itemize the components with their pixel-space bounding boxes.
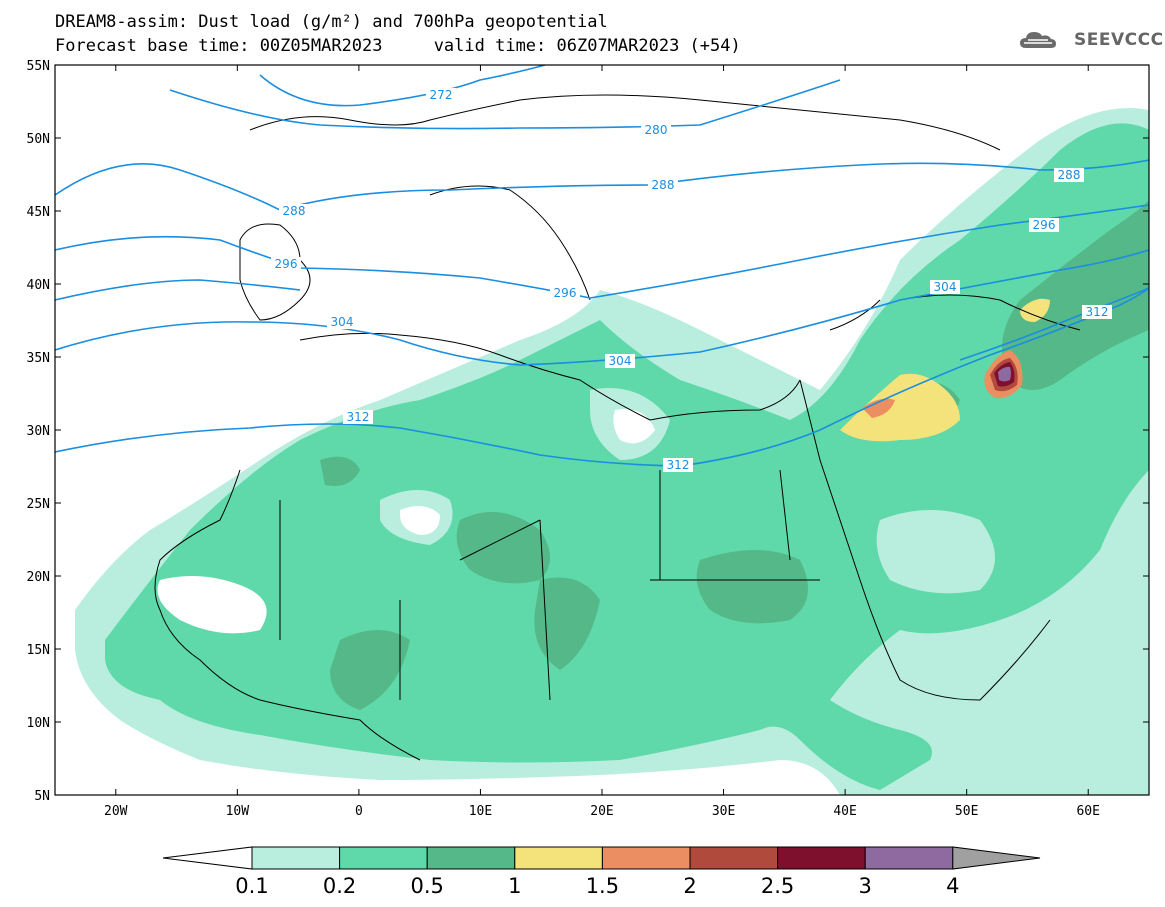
svg-text:280: 280 (645, 123, 668, 137)
lat-tick-label: 55N (27, 59, 50, 74)
colorbar-level-label: 0.1 (235, 874, 268, 898)
dust-field-1 (840, 298, 1050, 442)
seevccc-logo: SEEVCCC (1018, 28, 1164, 52)
colorbar-segment (689, 846, 779, 870)
lon-tick-label: 20W (104, 804, 128, 819)
colorbar-level-label: 2.5 (761, 874, 794, 898)
lon-tick-label: 60E (1076, 804, 1099, 819)
colorbar-segment (864, 846, 954, 870)
lon-tick-label: 40E (833, 804, 856, 819)
svg-text:312: 312 (347, 410, 370, 424)
svg-text:312: 312 (1086, 305, 1109, 319)
contour-label-296: 296 (550, 286, 580, 300)
svg-text:312: 312 (667, 458, 690, 472)
colorbar-segment (514, 846, 603, 870)
latitude-axis: 55N 50N 45N 40N 35N 30N 25N 20N 15N 10N 5N (27, 59, 1149, 804)
lat-tick-label: 5N (34, 789, 50, 804)
lon-tick-label: 20E (590, 804, 613, 819)
dust-field-1.5 (862, 350, 1023, 418)
lon-tick-label: 50E (955, 804, 978, 819)
colorbar-segment (601, 846, 691, 870)
lat-tick-label: 25N (27, 497, 50, 512)
contour-label-272: 272 (426, 88, 456, 102)
contour-label-296: 296 (1029, 218, 1059, 232)
colorbar-level-label: 0.2 (323, 874, 356, 898)
dust-fields (75, 108, 1149, 795)
colorbar: 0.1 0.2 0.5 1 1.5 2 2.5 3 4 (162, 846, 1041, 898)
lon-tick-label: 10W (226, 804, 250, 819)
colorbar-segment (777, 846, 866, 870)
colorbar-segment (426, 846, 516, 870)
svg-text:288: 288 (1058, 168, 1081, 182)
svg-text:304: 304 (609, 354, 632, 368)
contour-label-288: 288 (648, 178, 678, 192)
contour-label-312: 312 (663, 458, 693, 472)
lat-tick-label: 20N (27, 570, 50, 585)
contour-label-288: 288 (279, 204, 309, 218)
svg-text:288: 288 (652, 178, 675, 192)
dust-field-0.5 (320, 200, 1149, 710)
contour-label-304: 304 (930, 280, 960, 294)
colorbar-segment (339, 846, 428, 870)
cloud-icon (1020, 32, 1056, 48)
contour-label-288: 288 (1054, 168, 1084, 182)
lat-tick-label: 50N (27, 132, 50, 147)
svg-text:304: 304 (331, 315, 354, 329)
colorbar-level-label: 1.5 (586, 874, 619, 898)
colorbar-max-arrow (952, 846, 1041, 870)
lon-tick-label: 0 (355, 804, 363, 819)
svg-text:296: 296 (554, 286, 577, 300)
svg-text:288: 288 (283, 204, 306, 218)
colorbar-level-label: 2 (683, 874, 696, 898)
lat-tick-label: 35N (27, 351, 50, 366)
svg-text:296: 296 (275, 257, 298, 271)
contour-label-304: 304 (605, 354, 635, 368)
contour-label-296: 296 (271, 257, 301, 271)
contour-label-312: 312 (1082, 305, 1112, 319)
lat-tick-label: 15N (27, 643, 50, 658)
colorbar-level-label: 3 (859, 874, 872, 898)
colorbar-level-label: 1 (508, 874, 521, 898)
colorbar-level-label: 0.5 (410, 874, 443, 898)
contour-label-280: 280 (641, 123, 671, 137)
colorbar-min-arrow (162, 846, 253, 870)
longitude-axis: 20W 10W 0 10E 20E 30E 40E 50E 60E (104, 65, 1100, 819)
svg-text:304: 304 (934, 280, 957, 294)
colorbar-level-label: 4 (946, 874, 959, 898)
lon-tick-label: 10E (469, 804, 492, 819)
contour-label-312: 312 (343, 410, 373, 424)
colorbar-segment (251, 846, 341, 870)
contour-label-304: 304 (327, 315, 357, 329)
lat-tick-label: 45N (27, 205, 50, 220)
lat-tick-label: 40N (27, 278, 50, 293)
contour-labels: 272 280 288 288 288 296 296 296 304 304 … (271, 88, 1112, 472)
map-title-line1: DREAM8-assim: Dust load (g/m²) and 700hP… (55, 12, 608, 32)
lat-tick-label: 30N (27, 424, 50, 439)
lon-tick-label: 30E (712, 804, 735, 819)
svg-text:296: 296 (1033, 218, 1056, 232)
lat-tick-label: 10N (27, 716, 50, 731)
coastlines (154, 94, 1081, 761)
svg-text:272: 272 (430, 88, 453, 102)
logo-text: SEEVCCC (1074, 30, 1164, 50)
map-title-line2: Forecast base time: 00Z05MAR2023 valid t… (55, 36, 741, 56)
